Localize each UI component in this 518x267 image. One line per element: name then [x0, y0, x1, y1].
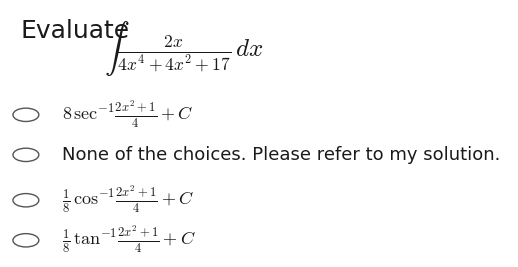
Text: None of the choices. Please refer to my solution.: None of the choices. Please refer to my … [62, 146, 500, 164]
Text: $8\,\mathrm{sec}^{-1}\frac{2x^2+1}{4} + C$: $8\,\mathrm{sec}^{-1}\frac{2x^2+1}{4} + … [62, 100, 194, 130]
Text: Evaluate: Evaluate [21, 19, 130, 43]
Text: $\frac{1}{8}\,\mathrm{tan}^{-1}\frac{2x^2+1}{4} + C$: $\frac{1}{8}\,\mathrm{tan}^{-1}\frac{2x^… [62, 225, 196, 256]
Text: $\frac{1}{8}\,\mathrm{cos}^{-1}\frac{2x^2+1}{4} + C$: $\frac{1}{8}\,\mathrm{cos}^{-1}\frac{2x^… [62, 185, 194, 215]
Text: $\int \frac{2x}{4x^4+4x^2+17}\, dx$: $\int \frac{2x}{4x^4+4x^2+17}\, dx$ [104, 19, 264, 78]
